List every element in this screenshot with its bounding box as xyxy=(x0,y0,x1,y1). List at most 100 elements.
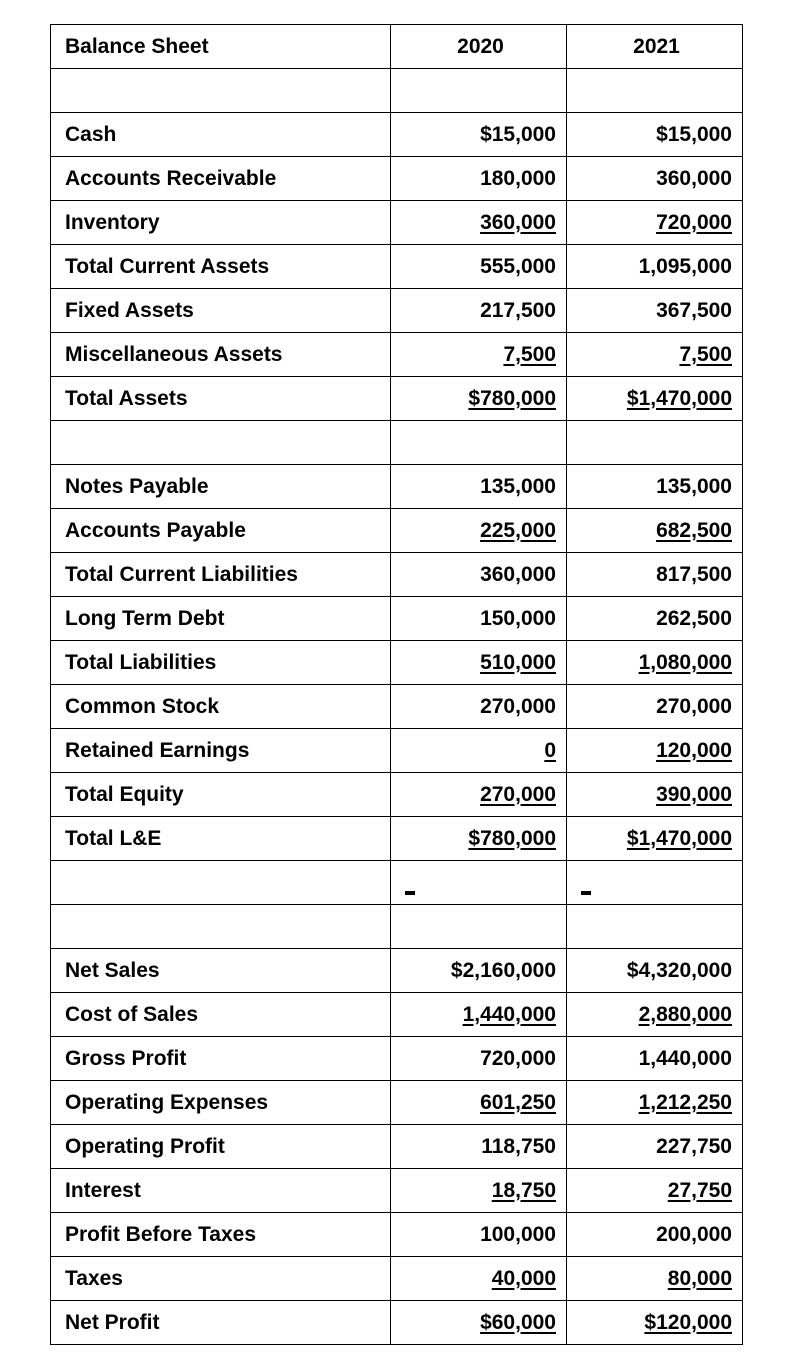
blank-cell-value xyxy=(391,69,567,113)
row-label: Retained Earnings xyxy=(51,729,391,773)
row-label: Accounts Payable xyxy=(51,509,391,553)
amount: $60,000 xyxy=(480,1311,556,1335)
table-row: Total Current Liabilities360,000817,500 xyxy=(51,553,743,597)
row-value-2020: 118,750 xyxy=(391,1125,567,1169)
row-value-2020: 180,000 xyxy=(391,157,567,201)
row-label: Profit Before Taxes xyxy=(51,1213,391,1257)
amount: 225,000 xyxy=(480,519,556,543)
row-label: Inventory xyxy=(51,201,391,245)
blank-cell-value xyxy=(567,905,743,949)
amount: 18,750 xyxy=(492,1179,556,1203)
row-value-2020: 270,000 xyxy=(391,685,567,729)
row-value-2021: 360,000 xyxy=(567,157,743,201)
table-row: Total Equity270,000390,000 xyxy=(51,773,743,817)
table-row: Long Term Debt150,000262,500 xyxy=(51,597,743,641)
amount: $780,000 xyxy=(468,827,556,851)
amount: 135,000 xyxy=(480,475,556,499)
amount: $15,000 xyxy=(480,123,556,147)
row-value-2021: $1,470,000 xyxy=(567,817,743,861)
row-value-2020: 360,000 xyxy=(391,553,567,597)
row-label: Total Liabilities xyxy=(51,641,391,685)
amount: $1,470,000 xyxy=(627,387,732,411)
row-value-2021: 27,750 xyxy=(567,1169,743,1213)
row-value-2020: 225,000 xyxy=(391,509,567,553)
row-value-2021: 720,000 xyxy=(567,201,743,245)
amount: 120,000 xyxy=(656,739,732,763)
blank-cell-label xyxy=(51,905,391,949)
row-value-2020: $2,160,000 xyxy=(391,949,567,993)
table-row: Inventory 360,000 720,000 xyxy=(51,201,743,245)
table-row: Net Profit$60,000$120,000 xyxy=(51,1301,743,1345)
table-header-row: Balance Sheet 2020 2021 xyxy=(51,25,743,69)
amount: $780,000 xyxy=(468,387,556,411)
amount: 227,750 xyxy=(656,1135,732,1159)
amount: 200,000 xyxy=(656,1223,732,1247)
amount: 100,000 xyxy=(480,1223,556,1247)
table-row: Accounts Payable 225,000 682,500 xyxy=(51,509,743,553)
row-value-2021: $4,320,000 xyxy=(567,949,743,993)
amount: 262,500 xyxy=(656,607,732,631)
row-value-2021: 270,000 xyxy=(567,685,743,729)
blank-cell-label xyxy=(51,421,391,465)
table-row: Interest 18,750 27,750 xyxy=(51,1169,743,1213)
row-label: Net Profit xyxy=(51,1301,391,1345)
row-value-2020: $60,000 xyxy=(391,1301,567,1345)
row-label: Taxes xyxy=(51,1257,391,1301)
row-value-2020: 217,500 xyxy=(391,289,567,333)
amount: 817,500 xyxy=(656,563,732,587)
row-value-2021: 135,000 xyxy=(567,465,743,509)
row-label: Interest xyxy=(51,1169,391,1213)
amount: 1,080,000 xyxy=(639,651,732,675)
row-value-2021: 1,080,000 xyxy=(567,641,743,685)
amount: 367,500 xyxy=(656,299,732,323)
table-row: Taxes40,00080,000 xyxy=(51,1257,743,1301)
row-value-2021: 367,500 xyxy=(567,289,743,333)
table-row: Net Sales$2,160,000 $4,320,000 xyxy=(51,949,743,993)
row-value-2020: 270,000 xyxy=(391,773,567,817)
row-value-2021: 817,500 xyxy=(567,553,743,597)
table-row: Total Assets$780,000$1,470,000 xyxy=(51,377,743,421)
row-value-2021: 390,000 xyxy=(567,773,743,817)
row-label: Accounts Receivable xyxy=(51,157,391,201)
row-value-2021: 1,440,000 xyxy=(567,1037,743,1081)
row-value-2021: $1,470,000 xyxy=(567,377,743,421)
page: Balance Sheet 2020 2021 Cash$15,000$15,0… xyxy=(0,0,792,1369)
row-value-2021: 262,500 xyxy=(567,597,743,641)
row-value-2021: 227,750 xyxy=(567,1125,743,1169)
row-value-2020: 720,000 xyxy=(391,1037,567,1081)
table-row: Retained Earnings 0 120,000 xyxy=(51,729,743,773)
row-value-2020: 18,750 xyxy=(391,1169,567,1213)
amount: 682,500 xyxy=(656,519,732,543)
amount: 555,000 xyxy=(480,255,556,279)
header-label: Balance Sheet xyxy=(51,25,391,69)
row-label: Long Term Debt xyxy=(51,597,391,641)
row-label: Net Sales xyxy=(51,949,391,993)
amount: 360,000 xyxy=(480,211,556,235)
table-row xyxy=(51,861,743,905)
amount: 7,500 xyxy=(503,343,556,367)
amount: 510,000 xyxy=(480,651,556,675)
tick-mark-icon xyxy=(405,891,415,895)
amount: 80,000 xyxy=(668,1267,732,1291)
amount: 390,000 xyxy=(656,783,732,807)
amount: $4,320,000 xyxy=(627,959,732,983)
row-label: Notes Payable xyxy=(51,465,391,509)
blank-cell-value xyxy=(391,905,567,949)
row-value-2020: 135,000 xyxy=(391,465,567,509)
table-row: Gross Profit720,0001,440,000 xyxy=(51,1037,743,1081)
blank-cell-value xyxy=(567,421,743,465)
row-value-2021: 80,000 xyxy=(567,1257,743,1301)
amount: 0 xyxy=(544,739,556,763)
row-label: Cash xyxy=(51,113,391,157)
row-value-2021: 682,500 xyxy=(567,509,743,553)
row-label: Total L&E xyxy=(51,817,391,861)
row-value-2020: $15,000 xyxy=(391,113,567,157)
row-label: Common Stock xyxy=(51,685,391,729)
amount: 135,000 xyxy=(656,475,732,499)
row-value-2020: 510,000 xyxy=(391,641,567,685)
row-value-2020: $780,000 xyxy=(391,377,567,421)
table-row: Total Liabilities 510,000 1,080,000 xyxy=(51,641,743,685)
row-label: Operating Expenses xyxy=(51,1081,391,1125)
amount: 2,880,000 xyxy=(639,1003,732,1027)
row-value-2021: 7,500 xyxy=(567,333,743,377)
